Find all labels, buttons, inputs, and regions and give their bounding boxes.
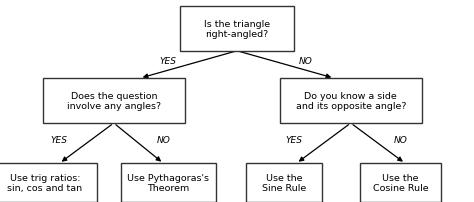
FancyBboxPatch shape — [246, 164, 322, 202]
FancyBboxPatch shape — [43, 79, 185, 123]
FancyBboxPatch shape — [0, 164, 97, 202]
Text: YES: YES — [160, 57, 177, 66]
Text: Use trig ratios:
sin, cos and tan: Use trig ratios: sin, cos and tan — [8, 173, 82, 193]
Text: YES: YES — [285, 135, 302, 144]
Text: NO: NO — [393, 135, 408, 144]
Text: YES: YES — [51, 135, 68, 144]
Text: Does the question
involve any angles?: Does the question involve any angles? — [67, 91, 161, 111]
Text: Use the
Sine Rule: Use the Sine Rule — [262, 173, 307, 193]
Text: Use Pythagoras's
Theorem: Use Pythagoras's Theorem — [128, 173, 209, 193]
FancyBboxPatch shape — [121, 164, 216, 202]
FancyBboxPatch shape — [360, 164, 441, 202]
Text: NO: NO — [299, 57, 313, 66]
Text: Use the
Cosine Rule: Use the Cosine Rule — [373, 173, 428, 193]
Text: Do you know a side
and its opposite angle?: Do you know a side and its opposite angl… — [295, 91, 406, 111]
FancyBboxPatch shape — [180, 7, 294, 52]
Text: NO: NO — [156, 135, 171, 144]
Text: Is the triangle
right-angled?: Is the triangle right-angled? — [204, 20, 270, 39]
FancyBboxPatch shape — [280, 79, 422, 123]
